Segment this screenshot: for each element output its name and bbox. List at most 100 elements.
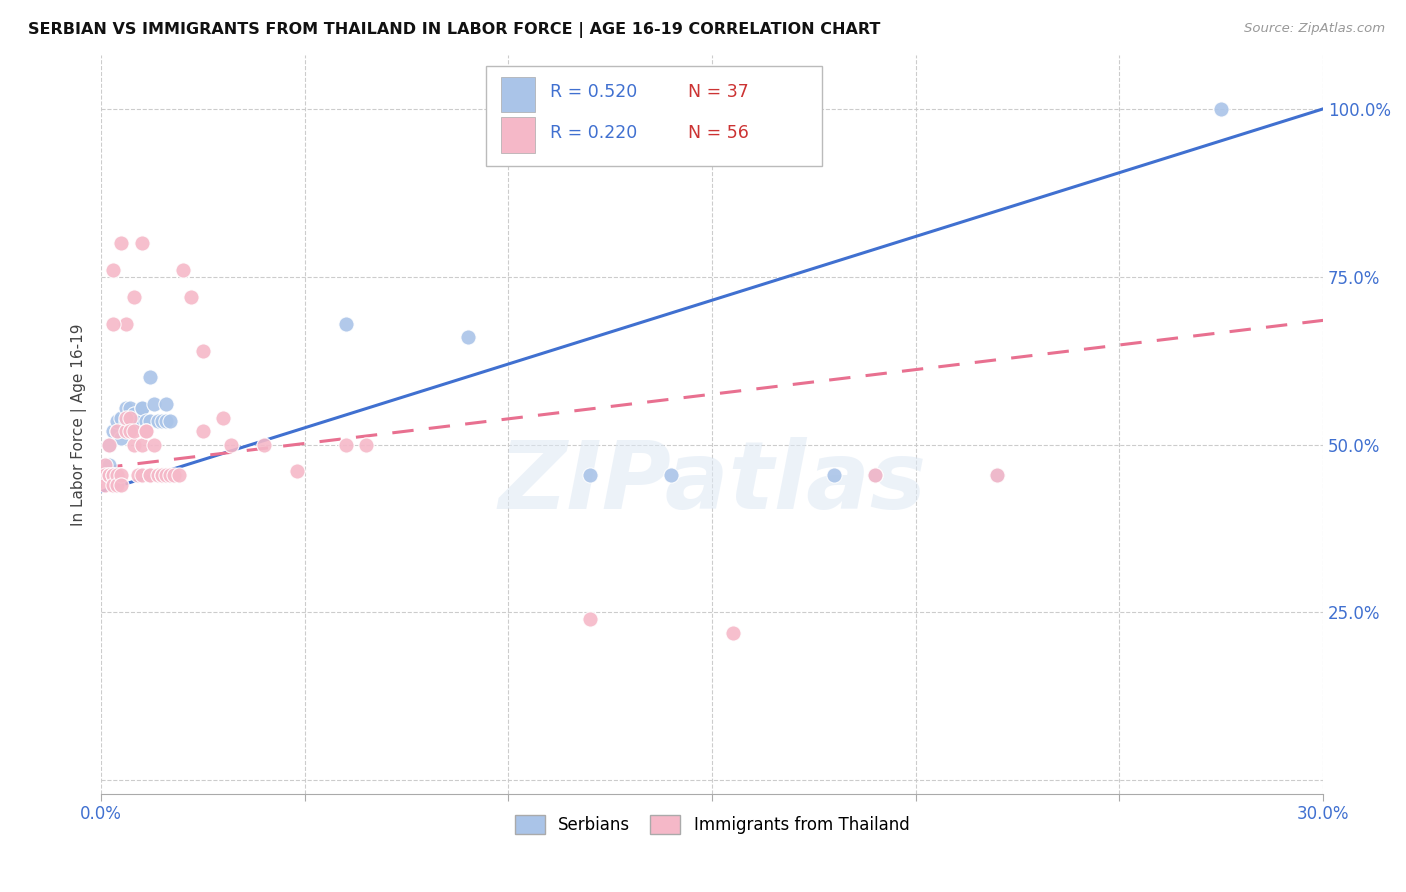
Point: [155, 414, 177, 428]
Point: [579, 612, 602, 626]
Point: [131, 401, 153, 415]
Point: [107, 467, 129, 482]
Point: [721, 625, 744, 640]
Point: [114, 414, 136, 428]
Point: [180, 290, 202, 304]
Point: [986, 467, 1008, 482]
Point: [135, 414, 157, 428]
Point: [103, 478, 125, 492]
Point: [1211, 102, 1233, 116]
Point: [139, 370, 162, 384]
FancyBboxPatch shape: [501, 77, 534, 112]
Point: [107, 424, 129, 438]
Point: [103, 467, 125, 482]
Text: N = 37: N = 37: [688, 83, 748, 101]
Point: [139, 414, 162, 428]
Point: [103, 467, 125, 482]
Point: [118, 424, 141, 438]
Point: [103, 263, 125, 277]
Point: [94, 464, 117, 478]
Point: [823, 467, 845, 482]
Point: [135, 424, 157, 438]
Point: [146, 467, 169, 482]
Point: [94, 467, 117, 482]
Point: [110, 410, 132, 425]
Point: [118, 414, 141, 428]
Point: [159, 414, 181, 428]
Point: [110, 431, 132, 445]
Point: [191, 343, 214, 358]
Point: [94, 478, 117, 492]
Point: [107, 478, 129, 492]
Point: [139, 467, 162, 482]
Point: [131, 236, 153, 251]
Point: [110, 478, 132, 492]
Point: [285, 464, 308, 478]
Text: Source: ZipAtlas.com: Source: ZipAtlas.com: [1244, 22, 1385, 36]
Point: [131, 401, 153, 415]
Point: [146, 414, 169, 428]
Point: [122, 417, 145, 432]
Point: [354, 437, 377, 451]
Point: [163, 467, 186, 482]
Point: [114, 424, 136, 438]
Point: [172, 263, 194, 277]
Point: [191, 424, 214, 438]
Point: [457, 330, 479, 344]
Point: [103, 467, 125, 482]
Text: ZIPatlas: ZIPatlas: [498, 437, 927, 530]
Point: [131, 437, 153, 451]
Point: [661, 467, 683, 482]
Point: [150, 414, 173, 428]
Point: [986, 467, 1008, 482]
Point: [98, 437, 121, 451]
Text: N = 56: N = 56: [688, 124, 748, 142]
Point: [159, 467, 181, 482]
Point: [107, 414, 129, 428]
Point: [127, 414, 149, 428]
Point: [335, 437, 357, 451]
Point: [107, 424, 129, 438]
Point: [94, 458, 117, 472]
Point: [150, 467, 173, 482]
FancyBboxPatch shape: [486, 66, 823, 166]
Point: [139, 467, 162, 482]
Point: [118, 410, 141, 425]
Point: [114, 410, 136, 425]
Point: [110, 236, 132, 251]
Y-axis label: In Labor Force | Age 16-19: In Labor Force | Age 16-19: [72, 323, 87, 525]
Point: [131, 467, 153, 482]
Point: [212, 410, 235, 425]
Point: [98, 458, 121, 472]
Point: [167, 467, 190, 482]
Point: [579, 467, 602, 482]
Legend: Serbians, Immigrants from Thailand: Serbians, Immigrants from Thailand: [508, 809, 917, 841]
Point: [103, 424, 125, 438]
Point: [98, 467, 121, 482]
Point: [94, 467, 117, 482]
Point: [863, 467, 886, 482]
Point: [127, 467, 149, 482]
Point: [155, 467, 177, 482]
Point: [143, 397, 166, 411]
Point: [221, 437, 243, 451]
Point: [253, 437, 276, 451]
Text: R = 0.520: R = 0.520: [550, 83, 637, 101]
Point: [98, 437, 121, 451]
Point: [863, 467, 886, 482]
Point: [94, 467, 117, 482]
Point: [122, 408, 145, 422]
Point: [114, 317, 136, 331]
Text: SERBIAN VS IMMIGRANTS FROM THAILAND IN LABOR FORCE | AGE 16-19 CORRELATION CHART: SERBIAN VS IMMIGRANTS FROM THAILAND IN L…: [28, 22, 880, 38]
Point: [103, 317, 125, 331]
Point: [114, 401, 136, 415]
Point: [94, 458, 117, 472]
Text: R = 0.220: R = 0.220: [550, 124, 637, 142]
Point: [98, 467, 121, 482]
Point: [155, 397, 177, 411]
Point: [110, 467, 132, 482]
Point: [122, 437, 145, 451]
Point: [335, 317, 357, 331]
Point: [143, 437, 166, 451]
FancyBboxPatch shape: [501, 117, 534, 153]
